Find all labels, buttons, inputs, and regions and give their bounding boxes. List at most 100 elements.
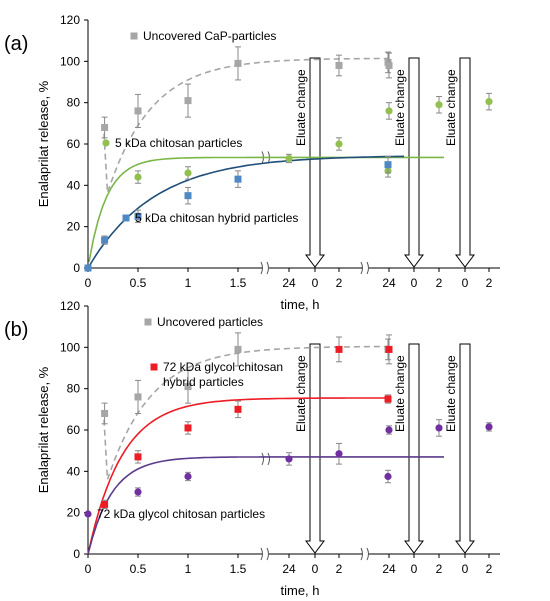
x-tick-label: 0 bbox=[85, 562, 92, 576]
data-point bbox=[485, 98, 493, 106]
legend-marker bbox=[122, 214, 130, 222]
x-axis-label: time, h bbox=[280, 297, 319, 312]
legend-label: 72 kDa glycol chitosan particles bbox=[97, 507, 265, 521]
eluate-change-arrow bbox=[455, 343, 475, 554]
axis-break-mark bbox=[260, 547, 263, 561]
legend-label: Uncovered CaP-particles bbox=[143, 29, 276, 43]
data-point bbox=[285, 455, 293, 463]
x-tick-label: 0 bbox=[411, 276, 418, 290]
data-point bbox=[184, 472, 192, 481]
eluate-change-label: Eluate change bbox=[393, 69, 407, 146]
data-point bbox=[234, 345, 242, 353]
x-tick-label: 1.5 bbox=[230, 562, 247, 576]
x-axis-label: time, h bbox=[280, 583, 319, 598]
eluate-change-arrow bbox=[404, 343, 424, 554]
curve-break-mark bbox=[267, 452, 270, 466]
data-point bbox=[234, 59, 242, 67]
data-point bbox=[385, 345, 393, 353]
legend-label-line: hybrid particles bbox=[163, 375, 244, 389]
fit-curve bbox=[103, 57, 388, 193]
x-tick-label: 0.5 bbox=[130, 562, 147, 576]
y-tick-label: 80 bbox=[67, 96, 81, 110]
data-point bbox=[285, 154, 293, 163]
x-tick-label: 2 bbox=[486, 276, 493, 290]
legend-label: 5 kDa chitosan hybrid particles bbox=[135, 211, 298, 225]
data-point bbox=[84, 264, 92, 272]
x-tick-label: 0.5 bbox=[130, 276, 147, 290]
fit-curve bbox=[87, 397, 388, 555]
eluate-change-label: Eluate change bbox=[444, 355, 458, 432]
eluate-change-label: Eluate change bbox=[393, 355, 407, 432]
eluate-change-arrow bbox=[404, 57, 424, 268]
fit-curve bbox=[103, 345, 388, 480]
data-point bbox=[134, 173, 142, 181]
data-point bbox=[435, 424, 443, 432]
curve-break-mark bbox=[261, 452, 264, 466]
y-tick-label: 0 bbox=[73, 261, 80, 275]
data-point bbox=[385, 426, 393, 434]
data-point bbox=[101, 500, 109, 508]
y-tick-label: 20 bbox=[67, 506, 81, 520]
eluate-change-arrow bbox=[305, 57, 325, 268]
y-tick-label: 20 bbox=[67, 220, 81, 234]
x-tick-label: 1.5 bbox=[230, 276, 247, 290]
y-tick-label: 0 bbox=[73, 547, 80, 561]
data-point bbox=[184, 383, 192, 391]
y-tick-label: 40 bbox=[67, 464, 81, 478]
y-tick-label: 120 bbox=[60, 13, 80, 27]
x-tick-label: 1 bbox=[185, 276, 192, 290]
data-point bbox=[384, 161, 392, 169]
data-point bbox=[335, 345, 343, 353]
data-point bbox=[234, 405, 242, 413]
legend-marker bbox=[150, 363, 158, 371]
panel-label: (b) bbox=[4, 319, 28, 341]
data-point bbox=[335, 450, 343, 458]
legend-label: Uncovered particles bbox=[157, 315, 263, 329]
data-point bbox=[101, 123, 109, 131]
x-tick-label: 0 bbox=[312, 276, 319, 290]
eluate-change-label: Eluate change bbox=[294, 69, 308, 146]
x-tick-label: 24 bbox=[282, 276, 296, 290]
y-axis-label: Enalaprilat release, % bbox=[36, 366, 51, 493]
x-tick-label: 2 bbox=[336, 562, 343, 576]
eluate-change-label: Eluate change bbox=[444, 69, 458, 146]
data-point bbox=[335, 61, 343, 69]
data-point bbox=[234, 175, 242, 183]
fit-curve bbox=[87, 456, 444, 555]
legend-label-line: 72 kDa glycol chitosan bbox=[163, 360, 283, 374]
axis-break-mark bbox=[260, 261, 263, 275]
data-point bbox=[385, 107, 393, 115]
eluate-change-arrow bbox=[305, 343, 325, 554]
data-point bbox=[384, 472, 392, 481]
data-point bbox=[101, 236, 109, 244]
y-tick-label: 100 bbox=[60, 54, 80, 68]
x-tick-label: 2 bbox=[336, 276, 343, 290]
data-point bbox=[384, 395, 392, 403]
axis-break-mark bbox=[366, 261, 369, 275]
data-point bbox=[435, 101, 443, 109]
data-point bbox=[134, 107, 142, 115]
legend-marker bbox=[144, 318, 152, 326]
axis-break-mark bbox=[266, 547, 269, 561]
axis-break-mark bbox=[360, 547, 363, 561]
data-point bbox=[184, 169, 192, 177]
legend-marker bbox=[102, 139, 110, 147]
legend-marker bbox=[130, 32, 138, 40]
x-tick-label: 24 bbox=[382, 562, 396, 576]
axis-break-mark bbox=[360, 261, 363, 275]
y-axis-label: Enalaprilat release, % bbox=[36, 80, 51, 207]
y-tick-label: 120 bbox=[60, 299, 80, 313]
data-point bbox=[385, 61, 393, 69]
legend-label: 5 kDa chitosan particles bbox=[115, 136, 242, 150]
y-tick-label: 60 bbox=[67, 423, 81, 437]
panel-label: (a) bbox=[4, 33, 28, 55]
x-tick-label: 0 bbox=[312, 562, 319, 576]
x-tick-label: 0 bbox=[411, 562, 418, 576]
data-point bbox=[184, 424, 192, 432]
data-point bbox=[134, 212, 142, 220]
x-tick-label: 2 bbox=[486, 562, 493, 576]
y-tick-label: 100 bbox=[60, 340, 80, 354]
